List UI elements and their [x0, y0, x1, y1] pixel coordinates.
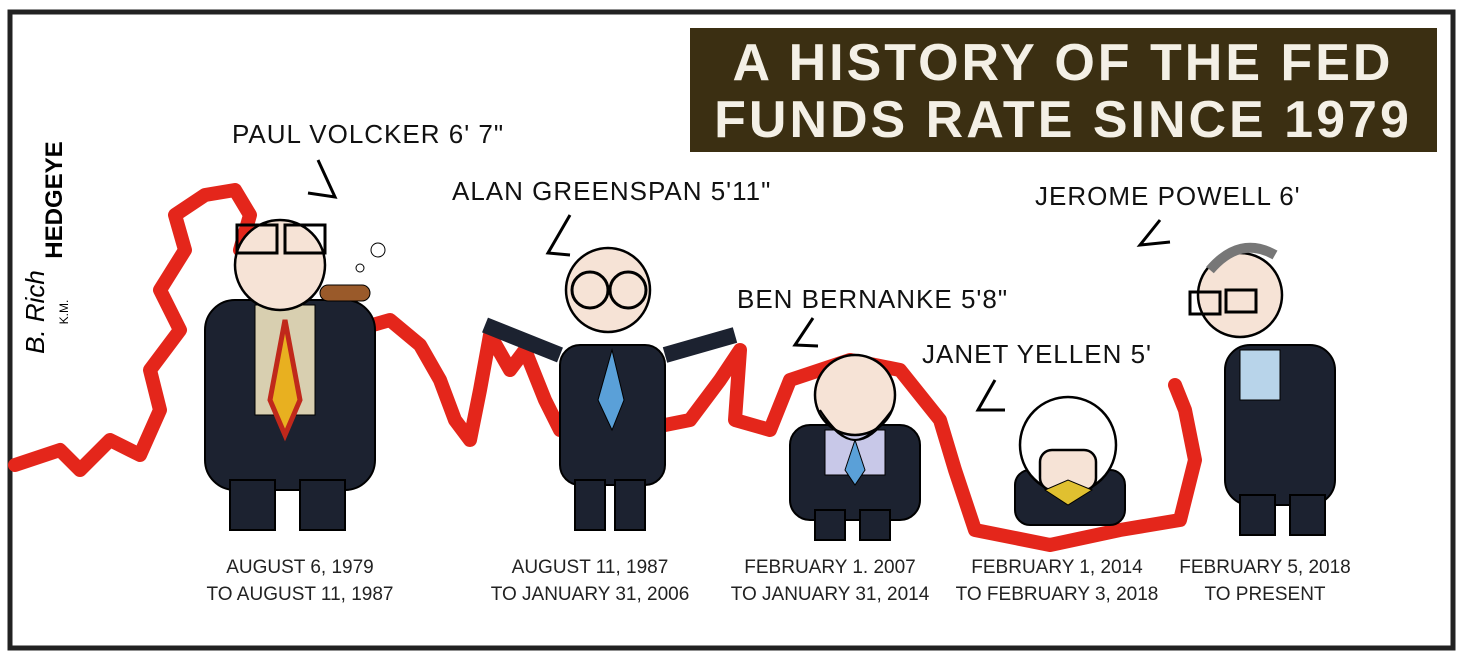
- name-label: PAUL VOLCKER 6' 7": [232, 119, 504, 149]
- title-line: A HISTORY OF THE FED: [733, 34, 1394, 92]
- artist: B. Rich: [20, 270, 50, 354]
- date-to: TO JANUARY 31, 2006: [491, 584, 690, 605]
- name-label: JEROME POWELL 6': [1035, 181, 1301, 211]
- date-from: FEBRUARY 1. 2007: [744, 557, 915, 578]
- name-label: BEN BERNANKE 5'8": [737, 284, 1008, 314]
- initials: K.M.: [57, 300, 71, 325]
- cartoon: A HISTORY OF THE FED FUNDS RATE SINCE 19…: [0, 0, 1463, 654]
- date-from: AUGUST 6, 1979: [226, 557, 374, 578]
- date-to: TO JANUARY 31, 2014: [731, 584, 930, 605]
- brand: HEDGEYE: [41, 141, 68, 258]
- name-label: JANET YELLEN 5': [922, 339, 1152, 369]
- date-from: FEBRUARY 1, 2014: [971, 557, 1143, 578]
- date-to: TO FEBRUARY 3, 2018: [956, 584, 1159, 605]
- date-from: AUGUST 11, 1987: [512, 557, 669, 578]
- name-label: ALAN GREENSPAN 5'11": [452, 176, 771, 206]
- title-line: FUNDS RATE SINCE 1979: [714, 91, 1412, 149]
- date-from: FEBRUARY 5, 2018: [1179, 557, 1350, 578]
- date-to: TO AUGUST 11, 1987: [207, 584, 394, 605]
- date-to: TO PRESENT: [1204, 584, 1325, 605]
